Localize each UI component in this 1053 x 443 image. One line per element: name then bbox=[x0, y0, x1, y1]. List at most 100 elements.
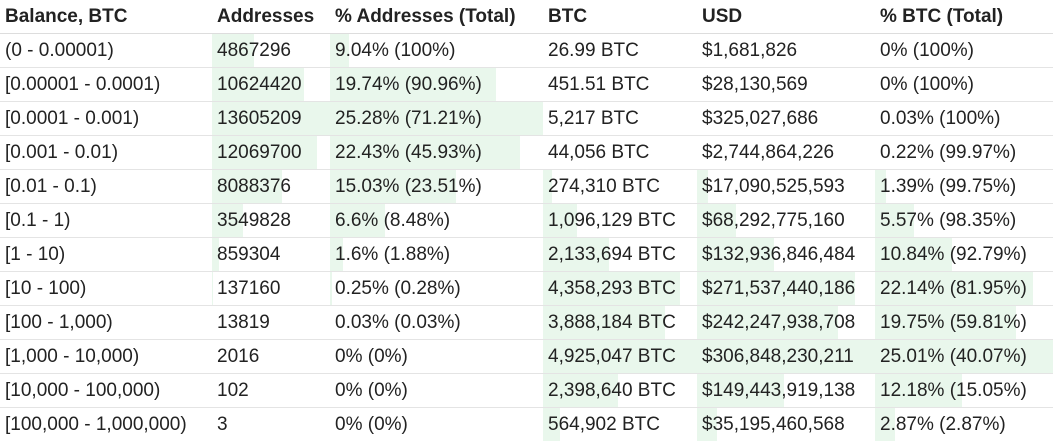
cell-btc: 5,217 BTC bbox=[543, 101, 697, 136]
cell-btc: 4,925,047 BTC bbox=[543, 339, 697, 374]
cell-pct-btc-text: 0% (100%) bbox=[880, 73, 974, 95]
cell-fill-bar bbox=[212, 136, 318, 169]
cell-fill-bar bbox=[330, 204, 386, 237]
cell-usd-text: $306,848,230,211 bbox=[702, 345, 854, 367]
cell-fill-bar bbox=[212, 34, 255, 67]
cell-addresses: 13819 bbox=[212, 305, 330, 340]
cell-addresses: 12069700 bbox=[212, 135, 330, 170]
cell-usd-text: $1,681,826 bbox=[702, 39, 798, 61]
cell-balance-range-text: [10,000 - 100,000) bbox=[5, 379, 161, 401]
table-row: (0 - 0.00001) 4867296 9.04% (100%) 26.99 BT… bbox=[0, 33, 1053, 68]
cell-usd: $68,292,775,160 bbox=[697, 203, 875, 238]
cell-pct-addresses-text: 15.03% (23.51%) bbox=[335, 175, 482, 197]
cell-pct-btc: 0% (100%) bbox=[875, 33, 1053, 68]
cell-fill-bar bbox=[330, 272, 333, 305]
header-pct-btc[interactable]: % BTC (Total) bbox=[875, 0, 1053, 34]
cell-fill-bar bbox=[212, 102, 330, 135]
table-row: [100 - 1,000) 13819 0.03% (0.03%) 3,888,184… bbox=[0, 305, 1053, 340]
cell-addresses: 8088376 bbox=[212, 169, 330, 204]
cell-pct-btc-text: 0.22% (99.97%) bbox=[880, 141, 1017, 163]
cell-addresses-text: 8088376 bbox=[217, 175, 291, 197]
cell-fill-bar bbox=[212, 272, 214, 305]
cell-pct-btc-text: 0% (100%) bbox=[880, 39, 974, 61]
cell-pct-btc: 25.01% (40.07%) bbox=[875, 339, 1053, 374]
cell-btc-text: 564,902 BTC bbox=[548, 413, 660, 435]
cell-btc-text: 451.51 BTC bbox=[548, 73, 650, 95]
cell-usd: $149,443,919,138 bbox=[697, 373, 875, 408]
cell-btc: 451.51 BTC bbox=[543, 67, 697, 102]
cell-fill-bar bbox=[212, 68, 305, 101]
cell-pct-addresses-text: 0% (0%) bbox=[335, 379, 408, 401]
cell-balance-range: [10 - 100) bbox=[0, 271, 212, 306]
cell-pct-addresses-text: 0% (0%) bbox=[335, 413, 408, 435]
cell-addresses-text: 3549828 bbox=[217, 209, 291, 231]
cell-pct-btc: 5.57% (98.35%) bbox=[875, 203, 1053, 238]
cell-fill-bar bbox=[543, 204, 577, 237]
cell-btc-text: 4,925,047 BTC bbox=[548, 345, 676, 367]
cell-btc: 44,056 BTC bbox=[543, 135, 697, 170]
cell-usd-text: $149,443,919,138 bbox=[702, 379, 856, 401]
cell-fill-bar bbox=[330, 136, 520, 169]
cell-pct-btc: 0% (100%) bbox=[875, 67, 1053, 102]
cell-balance-range: [10,000 - 100,000) bbox=[0, 373, 212, 408]
cell-pct-addresses-text: 6.6% (8.48%) bbox=[335, 209, 451, 231]
table-row: [1,000 - 10,000) 2016 0% (0%) 4,925,047 BTC… bbox=[0, 339, 1053, 374]
cell-fill-bar bbox=[697, 374, 785, 407]
cell-pct-addresses: 0% (0%) bbox=[330, 408, 543, 442]
cell-pct-addresses: 6.6% (8.48%) bbox=[330, 203, 543, 238]
cell-fill-bar bbox=[330, 102, 543, 135]
table-row: [0.1 - 1) 3549828 6.6% (8.48%) 1,096,129 BT… bbox=[0, 203, 1053, 238]
cell-fill-bar bbox=[330, 34, 350, 67]
header-balance[interactable]: Balance, BTC bbox=[0, 0, 212, 34]
header-btc[interactable]: BTC bbox=[543, 0, 697, 34]
cell-fill-bar bbox=[212, 170, 282, 203]
table-row: [0.01 - 0.1) 8088376 15.03% (23.51%) 274,31… bbox=[0, 169, 1053, 204]
cell-addresses: 137160 bbox=[212, 271, 330, 306]
table-row: [100,000 - 1,000,000) 3 0% (0%) 564,902 BTC… bbox=[0, 408, 1053, 442]
cell-balance-range-text: [0.01 - 0.1) bbox=[5, 175, 97, 197]
cell-addresses: 102 bbox=[212, 373, 330, 408]
cell-btc: 564,902 BTC bbox=[543, 408, 697, 441]
cell-addresses: 2016 bbox=[212, 339, 330, 374]
header-pct-addresses[interactable]: % Addresses (Total) bbox=[330, 0, 543, 34]
cell-fill-bar bbox=[543, 306, 665, 339]
cell-pct-btc: 10.84% (92.79%) bbox=[875, 237, 1053, 272]
header-row: Balance, BTC Addresses % Addresses (Tota… bbox=[0, 0, 1053, 34]
cell-addresses: 3 bbox=[212, 408, 330, 442]
cell-balance-range: [100,000 - 1,000,000) bbox=[0, 408, 212, 442]
cell-balance-range: [1 - 10) bbox=[0, 237, 212, 272]
cell-usd: $35,195,460,568 bbox=[697, 408, 875, 441]
cell-balance-range-text: [100,000 - 1,000,000) bbox=[5, 413, 187, 435]
cell-btc-text: 1,096,129 BTC bbox=[548, 209, 676, 231]
cell-usd-text: $35,195,460,568 bbox=[702, 413, 845, 435]
cell-fill-bar bbox=[697, 204, 737, 237]
cell-fill-bar bbox=[875, 340, 1053, 373]
cell-fill-bar bbox=[697, 238, 774, 271]
cell-btc-text: 5,217 BTC bbox=[548, 107, 639, 129]
cell-balance-range: [0.1 - 1) bbox=[0, 203, 212, 238]
cell-balance-range-text: [100 - 1,000) bbox=[5, 311, 113, 333]
cell-btc-text: 2,398,640 BTC bbox=[548, 379, 676, 401]
table-row: [10 - 100) 137160 0.25% (0.28%) 4,358,293 B… bbox=[0, 271, 1053, 306]
cell-fill-bar bbox=[543, 374, 619, 407]
header-usd[interactable]: USD bbox=[697, 0, 875, 34]
table-row: [0.00001 - 0.0001) 10624420 19.74% (90.96%… bbox=[0, 67, 1053, 102]
cell-btc: 2,133,694 BTC bbox=[543, 237, 697, 272]
cell-usd: $132,936,846,484 bbox=[697, 237, 875, 272]
cell-fill-bar bbox=[212, 204, 243, 237]
cell-pct-btc-text: 1.39% (99.75%) bbox=[880, 175, 1017, 197]
cell-usd-text: $68,292,775,160 bbox=[702, 209, 845, 231]
cell-pct-addresses: 0.03% (0.03%) bbox=[330, 305, 543, 340]
cell-balance-range: [0.001 - 0.01) bbox=[0, 135, 212, 170]
cell-fill-bar bbox=[697, 306, 838, 339]
cell-pct-addresses: 1.6% (1.88%) bbox=[330, 237, 543, 272]
header-addresses[interactable]: Addresses bbox=[212, 0, 330, 34]
cell-balance-range-text: [0.001 - 0.01) bbox=[5, 141, 119, 163]
cell-usd-text: $2,744,864,226 bbox=[702, 141, 835, 163]
cell-fill-bar bbox=[875, 272, 1034, 305]
cell-fill-bar bbox=[875, 408, 895, 441]
cell-pct-addresses: 0% (0%) bbox=[330, 373, 543, 408]
cell-pct-btc-text: 22.14% (81.95%) bbox=[880, 277, 1027, 299]
cell-pct-btc: 1.39% (99.75%) bbox=[875, 169, 1053, 204]
cell-pct-addresses-text: 0% (0%) bbox=[335, 345, 408, 367]
